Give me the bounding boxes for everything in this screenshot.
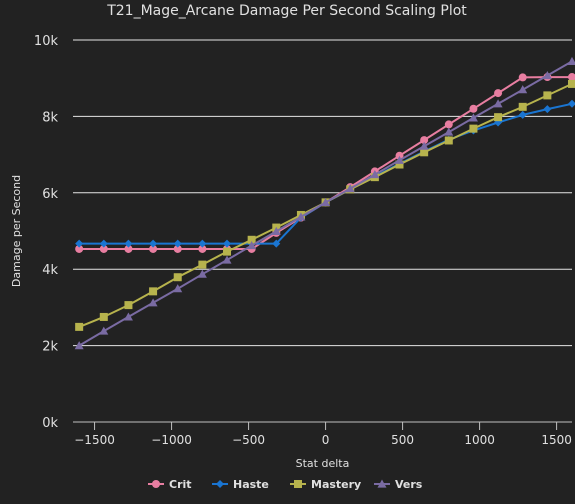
data-point-mastery: [149, 287, 157, 295]
data-point-mastery: [124, 301, 132, 309]
legend-label: Mastery: [311, 478, 361, 491]
data-point-mastery: [568, 80, 575, 88]
data-point-mastery: [519, 103, 527, 111]
x-tick-label: −500: [232, 433, 265, 447]
data-point-mastery: [494, 113, 502, 121]
y-tick-label: 2k: [42, 340, 58, 355]
data-point-crit: [494, 89, 502, 97]
x-tick-label: 0: [322, 433, 330, 447]
data-point-crit: [519, 73, 527, 81]
x-tick-label: 500: [391, 433, 414, 447]
data-point-mastery: [543, 91, 551, 99]
legend-swatch-marker: [152, 480, 160, 488]
data-point-mastery: [445, 136, 453, 144]
data-point-mastery: [75, 323, 83, 331]
data-point-mastery: [469, 125, 477, 133]
legend-label: Haste: [233, 478, 269, 491]
x-tick-label: −1000: [151, 433, 192, 447]
y-tick-label: 6k: [42, 187, 58, 202]
y-tick-label: 8k: [42, 110, 58, 125]
data-point-mastery: [100, 313, 108, 321]
legend-label: Vers: [395, 478, 423, 491]
y-tick-label: 10k: [34, 34, 59, 49]
y-tick-label: 0k: [42, 416, 58, 431]
x-tick-label: 1000: [464, 433, 495, 447]
y-tick-label: 4k: [42, 263, 58, 278]
legend-label: Crit: [169, 478, 192, 491]
x-tick-label: 1500: [541, 433, 572, 447]
y-axis-title: Damage per Second: [10, 175, 23, 287]
chart-title: T21_Mage_Arcane Damage Per Second Scalin…: [106, 3, 467, 19]
data-point-mastery: [198, 261, 206, 269]
legend-swatch-marker: [294, 480, 302, 488]
x-tick-label: −1500: [74, 433, 115, 447]
data-point-mastery: [174, 273, 182, 281]
data-point-mastery: [223, 248, 231, 256]
x-axis-title: Stat delta: [296, 457, 350, 470]
data-point-crit: [445, 120, 453, 128]
data-point-crit: [469, 105, 477, 113]
